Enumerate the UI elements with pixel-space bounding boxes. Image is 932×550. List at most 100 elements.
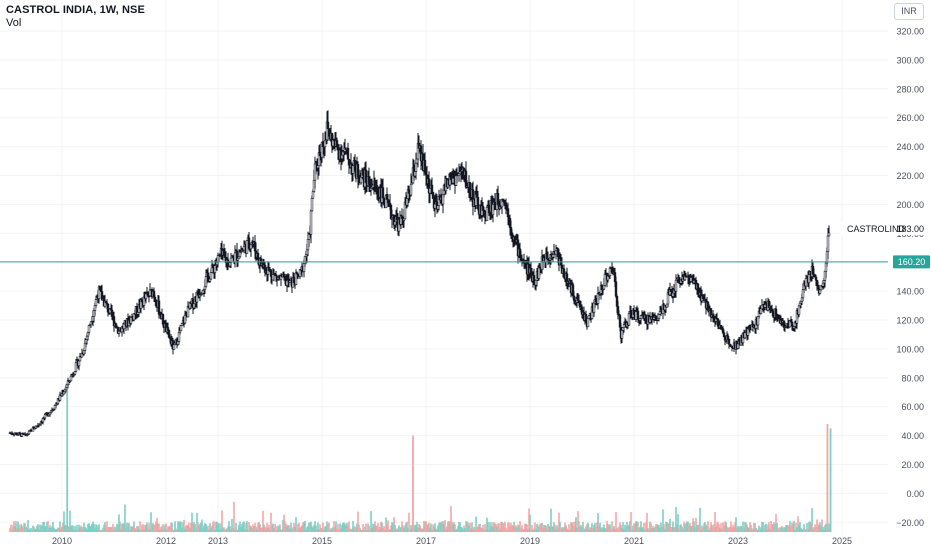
- volume-spike: [66, 385, 69, 532]
- volume-bar: [472, 529, 474, 532]
- volume-bar: [245, 522, 247, 532]
- volume-bar: [817, 523, 819, 532]
- volume-bar: [82, 528, 84, 532]
- volume-bar: [424, 521, 426, 532]
- volume-bar: [573, 525, 575, 532]
- volume-bar: [125, 527, 127, 532]
- volume-bar: [458, 521, 460, 532]
- volume-bars: [9, 385, 832, 532]
- volume-bar: [636, 522, 638, 532]
- volume-bar: [138, 529, 140, 532]
- volume-bar: [284, 521, 286, 532]
- volume-bar: [775, 514, 777, 532]
- volume-bar: [784, 527, 786, 532]
- currency-button[interactable]: INR: [894, 3, 924, 20]
- volume-bar: [777, 527, 779, 532]
- volume-bar: [772, 524, 774, 532]
- volume-bar: [98, 524, 100, 532]
- volume-bar: [401, 521, 403, 532]
- volume-bar: [10, 524, 12, 532]
- volume-bar: [510, 522, 512, 532]
- volume-bar: [184, 528, 186, 532]
- volume-bar: [506, 529, 508, 532]
- volume-bar: [233, 501, 235, 532]
- volume-bar: [340, 528, 342, 532]
- volume-bar: [246, 521, 248, 532]
- volume-bar: [95, 524, 97, 532]
- y-tick-label: 140.00: [896, 287, 924, 297]
- volume-bar: [623, 528, 625, 532]
- volume-bar: [114, 526, 116, 532]
- volume-bar: [766, 529, 768, 532]
- volume-bar: [143, 528, 145, 532]
- y-tick-label: 20.00: [901, 460, 924, 470]
- volume-bar: [688, 525, 690, 532]
- volume-bar: [503, 523, 505, 532]
- volume-bar: [676, 524, 678, 532]
- volume-bar: [699, 507, 701, 532]
- volume-bar: [376, 526, 378, 532]
- volume-bar: [467, 522, 469, 532]
- volume-bar: [129, 529, 131, 532]
- volume-bar: [137, 526, 139, 532]
- volume-bar: [63, 511, 65, 532]
- price-candles: [8, 110, 831, 438]
- volume-bar: [16, 528, 18, 532]
- volume-bar: [524, 523, 526, 532]
- time-axis[interactable]: 2010 2012 2013 2015 2017 2019 2021 2023 2025: [52, 536, 852, 546]
- volume-bar: [526, 524, 528, 532]
- volume-bar: [320, 527, 322, 532]
- volume-bar: [185, 525, 187, 532]
- symbol-title[interactable]: CASTROL INDIA, 1W, NSE: [6, 4, 145, 16]
- volume-bar: [540, 523, 542, 532]
- candle-body: [409, 183, 413, 196]
- volume-bar: [213, 521, 215, 532]
- volume-bar: [48, 528, 50, 532]
- volume-bar: [260, 527, 262, 532]
- volume-bar: [108, 527, 110, 532]
- volume-bar: [649, 521, 651, 532]
- volume-bar: [390, 525, 392, 532]
- volume-bar: [90, 526, 92, 532]
- volume-bar: [516, 527, 518, 532]
- volume-bar: [342, 522, 344, 532]
- volume-bar: [371, 528, 373, 532]
- volume-bar: [438, 522, 440, 532]
- volume-bar: [536, 523, 538, 532]
- volume-bar: [240, 526, 242, 532]
- volume-bar: [251, 528, 253, 532]
- volume-bar: [235, 523, 237, 532]
- volume-bar: [215, 522, 217, 532]
- volume-bar: [617, 528, 619, 532]
- candle-body: [87, 325, 91, 333]
- volume-bar: [675, 506, 677, 532]
- volume-bar: [548, 525, 550, 532]
- volume-bar: [165, 523, 167, 532]
- volume-bar: [592, 528, 594, 532]
- volume-bar: [500, 521, 502, 532]
- volume-bar: [413, 527, 415, 532]
- volume-bar: [669, 518, 671, 532]
- volume-bar: [31, 529, 33, 532]
- volume-bar: [60, 528, 62, 532]
- volume-bar: [403, 528, 405, 532]
- volume-bar: [813, 527, 815, 532]
- volume-bar: [113, 528, 115, 532]
- y-tick-label: 260.00: [896, 113, 924, 123]
- volume-bar: [680, 524, 682, 532]
- volume-bar: [202, 528, 204, 532]
- volume-bar: [695, 518, 697, 532]
- candle-body: [209, 272, 213, 280]
- volume-bar: [225, 528, 227, 532]
- last-price-bg: [840, 221, 926, 235]
- volume-bar: [39, 524, 41, 532]
- volume-bar: [175, 528, 177, 532]
- volume-bar: [627, 525, 629, 532]
- volume-bar: [444, 519, 446, 532]
- volume-bar: [216, 521, 218, 532]
- volume-bar: [230, 528, 232, 532]
- price-axis[interactable]: 320.00 300.00 280.00 260.00 240.00 220.00 200.…: [896, 27, 924, 528]
- volume-label[interactable]: Vol: [6, 17, 22, 29]
- volume-bar: [430, 523, 432, 532]
